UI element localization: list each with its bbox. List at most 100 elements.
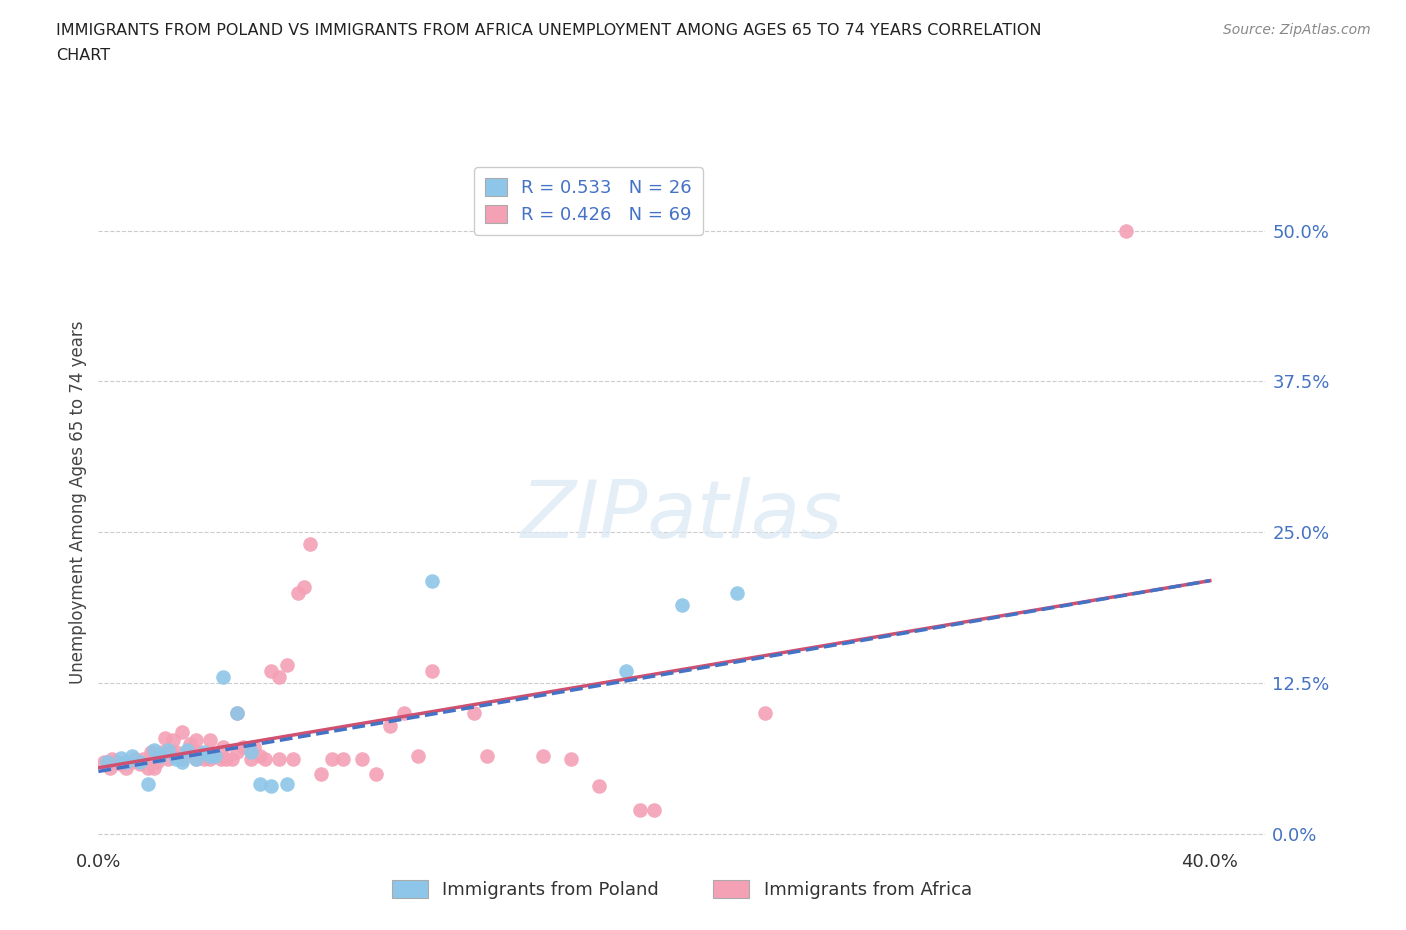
Point xyxy=(1115,223,1137,238)
Point xyxy=(184,752,207,767)
Point xyxy=(332,752,354,767)
Point xyxy=(298,537,321,551)
Point xyxy=(260,778,283,793)
Point xyxy=(104,754,127,769)
Point xyxy=(267,670,290,684)
Point xyxy=(141,745,163,760)
Point xyxy=(276,776,298,790)
Point xyxy=(187,745,209,760)
Point xyxy=(309,766,332,781)
Point xyxy=(96,754,118,769)
Point xyxy=(281,752,304,767)
Point xyxy=(156,752,179,767)
Point xyxy=(321,752,343,767)
Point xyxy=(170,754,193,769)
Point xyxy=(588,778,610,793)
Point xyxy=(110,757,132,772)
Point xyxy=(378,718,402,733)
Point xyxy=(406,749,429,764)
Point xyxy=(101,752,124,767)
Point xyxy=(287,585,309,600)
Point xyxy=(146,754,169,769)
Point xyxy=(110,751,132,765)
Text: ZIPatlas: ZIPatlas xyxy=(520,477,844,555)
Text: IMMIGRANTS FROM POLAND VS IMMIGRANTS FROM AFRICA UNEMPLOYMENT AMONG AGES 65 TO 7: IMMIGRANTS FROM POLAND VS IMMIGRANTS FRO… xyxy=(56,23,1042,38)
Point xyxy=(153,730,176,745)
Point xyxy=(204,749,226,764)
Point xyxy=(184,733,207,748)
Point xyxy=(176,745,198,760)
Point xyxy=(138,761,160,776)
Point xyxy=(170,724,193,739)
Point xyxy=(138,776,160,790)
Point xyxy=(240,752,263,767)
Point xyxy=(628,803,651,817)
Point xyxy=(212,670,235,684)
Point xyxy=(254,752,277,767)
Point xyxy=(671,597,693,612)
Point xyxy=(121,754,143,769)
Point xyxy=(292,579,315,594)
Point xyxy=(352,752,374,767)
Point xyxy=(232,740,254,755)
Point xyxy=(193,745,215,760)
Point xyxy=(170,752,193,767)
Point xyxy=(727,585,749,600)
Point xyxy=(165,752,187,767)
Point xyxy=(143,742,166,757)
Point xyxy=(193,752,215,767)
Point xyxy=(184,752,207,767)
Point xyxy=(267,752,290,767)
Point xyxy=(531,749,554,764)
Point xyxy=(150,745,173,760)
Point xyxy=(240,745,263,760)
Point xyxy=(115,761,138,776)
Point xyxy=(560,752,582,767)
Point xyxy=(115,754,138,769)
Point xyxy=(226,745,249,760)
Point xyxy=(463,706,485,721)
Point xyxy=(198,752,221,767)
Point xyxy=(420,573,443,588)
Text: Source: ZipAtlas.com: Source: ZipAtlas.com xyxy=(1223,23,1371,37)
Point xyxy=(209,752,232,767)
Point xyxy=(477,749,499,764)
Point xyxy=(643,803,665,817)
Y-axis label: Unemployment Among Ages 65 to 74 years: Unemployment Among Ages 65 to 74 years xyxy=(69,321,87,684)
Point xyxy=(392,706,415,721)
Point xyxy=(614,664,637,679)
Point xyxy=(132,752,155,767)
Point xyxy=(179,737,201,751)
Point xyxy=(148,749,170,764)
Point xyxy=(249,776,271,790)
Point xyxy=(243,740,266,755)
Point xyxy=(198,733,221,748)
Point xyxy=(176,742,198,757)
Point xyxy=(221,752,243,767)
Point xyxy=(156,742,179,757)
Point xyxy=(162,733,184,748)
Point xyxy=(124,752,146,767)
Point xyxy=(129,754,152,769)
Point xyxy=(165,745,187,760)
Point xyxy=(143,761,166,776)
Point xyxy=(754,706,776,721)
Point xyxy=(198,749,221,764)
Point xyxy=(226,706,249,721)
Point xyxy=(226,706,249,721)
Point xyxy=(129,757,152,772)
Legend: Immigrants from Poland, Immigrants from Africa: Immigrants from Poland, Immigrants from … xyxy=(385,872,979,906)
Point xyxy=(366,766,388,781)
Point xyxy=(121,749,143,764)
Point xyxy=(420,664,443,679)
Point xyxy=(204,749,226,764)
Point xyxy=(215,752,238,767)
Point xyxy=(212,740,235,755)
Point xyxy=(148,749,170,764)
Point xyxy=(276,658,298,672)
Point xyxy=(93,754,115,769)
Text: CHART: CHART xyxy=(56,48,110,63)
Point xyxy=(98,761,121,776)
Point xyxy=(159,745,181,760)
Point xyxy=(260,664,283,679)
